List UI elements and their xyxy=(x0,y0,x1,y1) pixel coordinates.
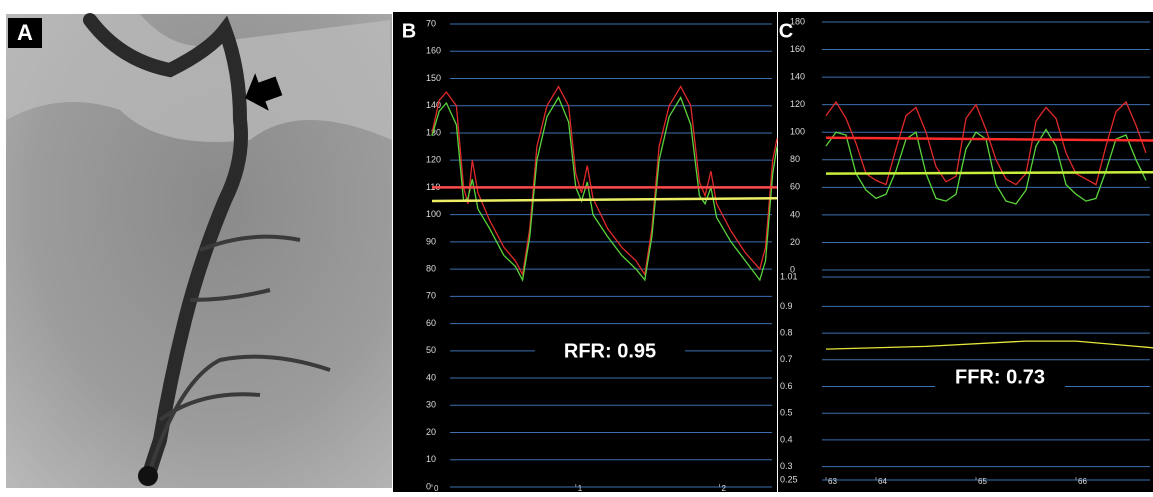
y-tick-label: 50 xyxy=(426,345,436,355)
y-tick-label: 90 xyxy=(426,236,436,246)
y-tick-label: 0.8 xyxy=(780,327,793,337)
panel-label: A xyxy=(17,20,33,45)
series-line xyxy=(825,170,1153,175)
arrow xyxy=(245,73,283,111)
x-tick-label: 63 xyxy=(828,477,837,486)
y-tick-label: 0 xyxy=(790,264,795,274)
series-line xyxy=(825,100,1147,186)
x-tick-label: 0 xyxy=(434,484,439,492)
y-tick-label: 0.3 xyxy=(780,461,793,471)
annotation-background xyxy=(935,364,1065,392)
y-tick-label: 1.01 xyxy=(780,271,798,281)
plots: 0102030405060708090100110120130140150160… xyxy=(426,16,1153,493)
vessel xyxy=(83,13,248,485)
x-tick-label: 2 xyxy=(722,484,727,492)
y-tick-label: 120 xyxy=(426,155,441,165)
y-tick-label: 160 xyxy=(426,46,441,56)
y-tick-label: 60 xyxy=(426,318,436,328)
y-tick-label: 0.9 xyxy=(780,301,793,311)
series-line xyxy=(825,340,1153,350)
y-tick-label: 30 xyxy=(426,400,436,410)
y-tick-label: 160 xyxy=(790,44,805,54)
vessel-branch xyxy=(148,234,331,471)
y-tick-label: 0.5 xyxy=(780,408,793,418)
y-tick-label: 150 xyxy=(426,73,441,83)
annotation: FFR: 0.73 xyxy=(955,366,1045,388)
panel-c-background xyxy=(778,12,1153,492)
y-tick-label: 120 xyxy=(790,99,805,109)
y-tick-label: 0 xyxy=(426,481,431,491)
angiogram-light-area xyxy=(6,14,392,142)
y-tick-label: 140 xyxy=(790,71,805,81)
y-tick-label: 20 xyxy=(426,427,436,437)
y-tick-label: 80 xyxy=(426,263,436,273)
y-tick-label: 140 xyxy=(426,100,441,110)
y-tick-label: 70 xyxy=(426,18,436,28)
x-tick-label: 1 xyxy=(578,484,583,492)
panel-label: B xyxy=(402,20,416,42)
y-tick-label: 80 xyxy=(790,154,800,164)
series-line xyxy=(431,197,778,203)
catheter-tip xyxy=(138,466,158,486)
panel-label: C xyxy=(779,20,793,42)
x-tick-label: 65 xyxy=(978,477,987,486)
x-tick-label: 64 xyxy=(878,477,887,486)
y-tick-label: 0.4 xyxy=(780,434,793,444)
y-tick-label: 70 xyxy=(426,291,436,301)
x-tick-label: 66 xyxy=(1078,477,1087,486)
annotation-background xyxy=(535,338,685,366)
y-tick-label: 180 xyxy=(790,16,805,26)
y-tick-label: 20 xyxy=(790,237,800,247)
y-tick-label: 0.6 xyxy=(780,381,793,391)
angiogram-panel xyxy=(6,13,392,488)
panel-b-background xyxy=(393,12,777,492)
series-line xyxy=(431,96,778,283)
annotation: RFR: 0.95 xyxy=(564,340,656,362)
y-tick-label: 40 xyxy=(426,372,436,382)
y-tick-label: 40 xyxy=(790,209,800,219)
y-tick-label: 0.7 xyxy=(780,354,793,364)
y-tick-label: 0.25 xyxy=(780,474,798,484)
y-tick-label: 100 xyxy=(426,209,441,219)
y-tick-label: 100 xyxy=(790,127,805,137)
y-tick-label: 10 xyxy=(426,454,436,464)
series-line xyxy=(825,136,1153,142)
panel-label-box xyxy=(8,18,42,48)
y-tick-label: 60 xyxy=(790,182,800,192)
